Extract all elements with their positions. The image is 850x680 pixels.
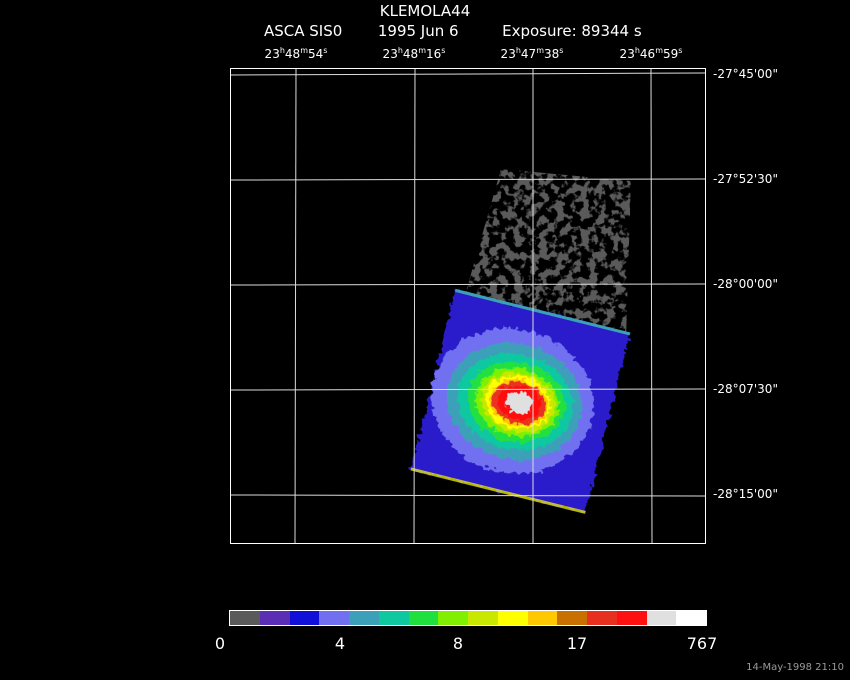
exposure-label: Exposure: 89344 s xyxy=(502,22,642,40)
colorbar-swatch xyxy=(468,611,498,625)
dec-tick-label: -27°45'00" xyxy=(713,67,778,81)
colorbar-tick-label: 4 xyxy=(334,634,346,653)
colorbar-swatch xyxy=(557,611,587,625)
colorbar-swatch xyxy=(527,611,558,625)
colorbar-swatch xyxy=(289,611,320,625)
colorbar-swatch xyxy=(587,611,617,625)
primary-chip xyxy=(410,288,631,514)
image-title: KLEMOLA44 xyxy=(379,2,471,20)
ra-tick-label: 23h48m16s xyxy=(382,46,446,61)
image-plot xyxy=(230,68,706,544)
observation-info: ASCA SIS0 1995 Jun 6 Exposure: 89344 s xyxy=(264,22,642,40)
dec-tick-label: -28°00'00" xyxy=(713,277,778,291)
colorbar-tick-label: 0 xyxy=(214,634,226,653)
coordinate-grid xyxy=(230,68,706,544)
colorbar-swatch xyxy=(646,611,677,625)
colorbar-tick-label: 767 xyxy=(686,634,718,653)
xray-image xyxy=(230,68,706,544)
colorbar-tick-label: 8 xyxy=(452,634,464,653)
colorbar-swatch xyxy=(408,611,439,625)
colorbar-swatch xyxy=(616,611,647,625)
dec-tick-label: -28°15'00" xyxy=(713,487,778,501)
colorbar xyxy=(229,610,707,626)
colorbar-swatch xyxy=(259,611,290,625)
dec-tick-label: -27°52'30" xyxy=(713,172,778,186)
colorbar-swatch xyxy=(438,611,468,625)
colorbar-swatch xyxy=(349,611,379,625)
instrument-label: ASCA SIS0 xyxy=(264,22,343,40)
dec-tick-label: -28°07'30" xyxy=(713,382,778,396)
secondary-chip xyxy=(461,169,631,339)
colorbar-swatch xyxy=(230,611,260,625)
colorbar-tick-label: 17 xyxy=(566,634,588,653)
ra-tick-label: 23h47m38s xyxy=(500,46,564,61)
timestamp: 14-May-1998 21:10 xyxy=(746,662,844,673)
colorbar-swatch xyxy=(319,611,349,625)
colorbar-swatch xyxy=(378,611,409,625)
observation-date: 1995 Jun 6 xyxy=(377,22,459,40)
colorbar-swatch xyxy=(676,611,706,625)
ra-tick-label: 23h46m59s xyxy=(619,46,683,61)
colorbar-swatch xyxy=(497,611,528,625)
ra-tick-label: 23h48m54s xyxy=(264,46,328,61)
